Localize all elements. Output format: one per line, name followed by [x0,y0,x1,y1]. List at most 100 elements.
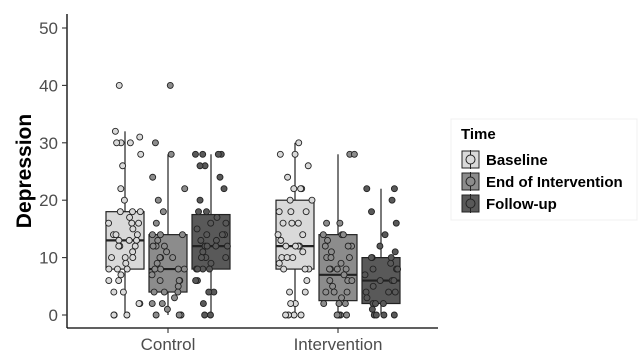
data-point [372,300,379,307]
data-point [129,225,137,233]
data-point [391,288,399,296]
data-point [175,277,183,285]
data-point [148,231,156,239]
data-point [154,236,162,244]
data-point [392,219,400,227]
data-point [178,231,186,239]
y-axis-title: Depression [13,114,36,228]
data-point [343,311,351,319]
data-point [320,300,328,307]
data-point [205,288,213,296]
legend-key-point [465,198,476,209]
data-point [368,208,375,216]
y-tick-label: 0 [49,306,58,325]
data-point [376,242,384,250]
data-point [274,231,282,239]
data-point [363,294,371,302]
data-point [277,236,285,244]
data-point [125,236,133,244]
y-axis-ticks: 0 10 20 30 40 50 [39,19,67,325]
data-point [367,254,375,262]
y-tick-label: 30 [39,134,58,153]
legend-key-point [465,176,476,187]
data-point [193,225,201,233]
data-point [152,311,160,319]
legend-box [450,118,638,221]
data-point [304,162,312,170]
data-point [282,242,290,250]
data-point [123,311,131,319]
data-point [113,139,121,147]
data-point [126,139,134,147]
data-point [297,185,305,193]
box-follow-up-intervention [361,185,402,319]
data-point [129,248,137,256]
data-point [303,277,311,285]
data-point [327,248,335,256]
data-point [122,259,130,267]
data-point [115,81,123,89]
data-point [292,242,299,250]
legend-title: Time [461,126,496,143]
data-point [223,242,231,250]
data-point [129,208,136,216]
data-point [194,265,201,273]
data-point [135,300,143,307]
data-point [363,185,371,193]
data-point [222,254,230,262]
data-point [207,219,215,227]
x-axis-ticks: Control Intervention [141,328,382,352]
data-point [346,254,353,262]
data-point [174,265,182,273]
legend-key-point [465,154,476,165]
data-point [394,265,402,273]
data-point [148,271,156,279]
data-point [299,231,307,239]
data-point [207,259,215,267]
data-point [112,231,120,239]
data-point [335,300,343,307]
data-point [180,265,188,273]
legend-entry: Baseline [461,150,548,169]
data-point [116,208,124,216]
data-point [175,311,183,319]
data-point [333,311,341,319]
data-point [163,305,171,313]
data-point [128,219,136,227]
data-point [123,265,131,273]
data-point [156,254,164,262]
data-point [329,282,337,290]
box-end-of-intervention-intervention [318,150,358,319]
data-point [148,300,156,307]
data-point [387,254,395,262]
legend-label: End of Intervention [486,174,623,191]
data-point [115,236,123,244]
box-follow-up-control [191,150,231,319]
data-point [361,271,369,279]
data-point [126,213,134,221]
data-point [283,254,291,262]
data-point [207,311,214,319]
data-point [333,265,341,273]
box-end-of-intervention-control [148,81,189,319]
data-point [203,231,211,239]
data-point [342,265,350,273]
data-point [115,242,123,250]
data-point [154,196,162,204]
legend: Time Baseline End of Intervention Follow-u… [450,118,638,221]
data-point [129,254,137,262]
data-point [326,277,334,285]
data-point [151,139,159,147]
y-tick-label: 50 [39,19,58,38]
data-point [169,254,177,262]
data-point [197,236,205,244]
data-point [181,185,189,193]
data-point [324,236,331,244]
data-point [121,254,129,262]
data-point [117,185,125,193]
y-tick-label: 20 [39,191,58,210]
box-baseline-control [105,81,145,319]
data-point [216,173,224,181]
data-point [344,242,352,250]
